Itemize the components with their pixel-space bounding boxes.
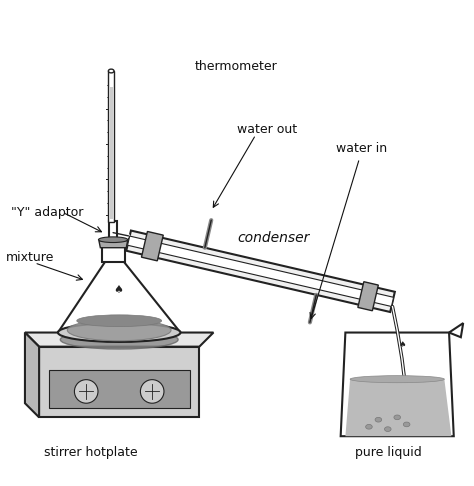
Polygon shape: [25, 332, 39, 417]
Text: condenser: condenser: [237, 231, 310, 245]
FancyBboxPatch shape: [109, 221, 117, 240]
Text: mixture: mixture: [6, 251, 55, 263]
Ellipse shape: [60, 330, 178, 349]
Polygon shape: [48, 370, 190, 408]
Polygon shape: [99, 241, 128, 248]
Ellipse shape: [403, 422, 410, 427]
Ellipse shape: [67, 320, 171, 341]
FancyBboxPatch shape: [110, 87, 113, 220]
Text: ♠: ♠: [113, 285, 123, 295]
Text: thermometer: thermometer: [195, 60, 277, 73]
Ellipse shape: [58, 323, 181, 342]
Text: ♠: ♠: [398, 340, 406, 349]
Ellipse shape: [375, 417, 382, 422]
Ellipse shape: [77, 315, 162, 327]
Ellipse shape: [350, 376, 444, 382]
Polygon shape: [128, 236, 393, 307]
Ellipse shape: [384, 427, 391, 432]
Ellipse shape: [140, 380, 164, 403]
Ellipse shape: [109, 69, 114, 73]
Polygon shape: [141, 231, 163, 261]
Text: pure liquid: pure liquid: [355, 446, 421, 459]
Text: stirrer hotplate: stirrer hotplate: [44, 446, 137, 459]
Polygon shape: [449, 323, 463, 337]
Polygon shape: [358, 282, 378, 311]
Ellipse shape: [394, 415, 401, 420]
Text: water out: water out: [237, 123, 297, 137]
Polygon shape: [126, 230, 395, 312]
Ellipse shape: [99, 237, 128, 243]
Polygon shape: [341, 332, 454, 436]
Polygon shape: [25, 332, 213, 347]
Text: "Y" adaptor: "Y" adaptor: [11, 206, 83, 219]
Polygon shape: [58, 262, 181, 332]
Ellipse shape: [74, 380, 98, 403]
Polygon shape: [39, 347, 199, 417]
Ellipse shape: [365, 424, 372, 429]
Text: water in: water in: [336, 142, 387, 155]
FancyBboxPatch shape: [109, 71, 114, 222]
FancyBboxPatch shape: [102, 241, 125, 262]
Polygon shape: [346, 379, 451, 436]
